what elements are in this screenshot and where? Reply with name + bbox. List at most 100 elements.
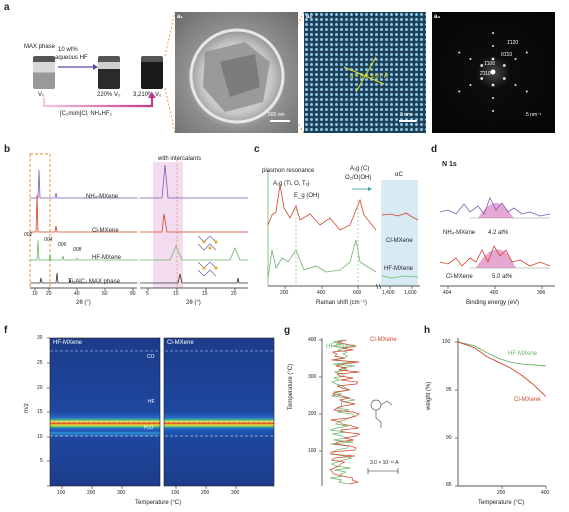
h-ytick-1: 100: [442, 339, 451, 345]
d-xtick-1: 404: [443, 290, 452, 296]
peak-002: 002: [24, 232, 33, 238]
diffraction-spot: [514, 58, 517, 60]
g-scale-label: 3.0 × 10⁻¹² A: [370, 460, 399, 466]
h-ytick-2: 95: [446, 387, 452, 393]
a1-scale: 500 nm: [268, 112, 285, 118]
with-intercalants-label: with intercalants: [158, 156, 202, 162]
b-xtick-6: 5: [146, 291, 149, 297]
f-ytick-6: 5: [40, 458, 43, 464]
panel-d-label: d: [431, 144, 438, 155]
c-label-oxygen: O₂/O(OH): [345, 175, 372, 181]
diffraction-spot: [491, 57, 495, 61]
d-trace-nh4: NH₄-MXene: [443, 230, 476, 236]
bottom-route-label: [C₂mim]Cl, NH₄HF₂: [60, 111, 112, 117]
trace-cl-label: Cl-MXene: [92, 228, 119, 234]
f-xtick-1: 100: [57, 490, 66, 496]
g-ytick-3: 200: [308, 411, 317, 417]
diffraction-spot: [469, 58, 472, 60]
diffraction-spot: [491, 83, 495, 87]
d-trace-cl: Cl-MXene: [446, 274, 473, 280]
g-ytick-1: 400: [308, 337, 317, 343]
b-xtick-3: 40: [74, 291, 80, 297]
h-xlabel: Temperature (°C): [478, 500, 525, 506]
peak-008: 008: [73, 247, 82, 253]
v0-label: V₀: [38, 92, 45, 98]
v220-label: 220% V₀: [97, 92, 121, 98]
c-label-alpha-c: αC: [395, 172, 403, 178]
peak-004: 004: [44, 237, 53, 243]
diffraction-spot: [502, 64, 506, 67]
f-map-cl: Cl-MXene: [167, 340, 194, 346]
h-ytick-3: 90: [446, 435, 452, 441]
spot-label-2: 01̄10: [501, 52, 513, 58]
c-xtick-5: 1,600: [404, 290, 417, 296]
g-ytick-2: 300: [308, 374, 317, 380]
c-label-eg: E_g (OH): [294, 193, 320, 199]
a1-label: a₁: [177, 14, 183, 20]
panel-c-label: c: [254, 144, 260, 155]
heatmap-cl: [164, 338, 274, 486]
diffraction-spot: [480, 77, 484, 80]
c-xtick-3: 600: [353, 290, 362, 296]
a2-label: a₂: [306, 14, 313, 20]
b-xtick-1: 10: [32, 291, 38, 297]
trace-hf-label: HF-MXene: [92, 255, 122, 261]
trace-max-label: Ti₃AlC₂ MAX phase: [68, 279, 120, 285]
f-line-co: CO: [147, 354, 155, 360]
c-xtick-4: 1,400: [382, 290, 395, 296]
c-trace-cl: Cl-MXene: [386, 238, 413, 244]
vial-hf: [98, 56, 120, 89]
c-xlabel: Raman shift (cm⁻¹): [316, 300, 367, 306]
panel-a-label: a: [4, 2, 10, 13]
trace-nh4-label: NH₄-MXene: [86, 194, 119, 200]
diffraction-spot: [458, 90, 461, 93]
c-xtick-1: 200: [280, 290, 289, 296]
diffraction-spot: [458, 51, 461, 54]
panel-b-label: b: [4, 144, 11, 155]
d-xlabel: Binding energy (eV): [466, 300, 520, 306]
f-line-hf: HF: [148, 399, 155, 405]
f-ytick-4: 15: [37, 409, 43, 415]
f-xlabel: Temperature (°C): [135, 500, 182, 506]
diffraction-spot: [469, 84, 472, 86]
g-ytick-4: 100: [308, 448, 317, 454]
b-xtick-5: 80: [130, 291, 136, 297]
g-legend-cl: Cl-MXene: [370, 337, 397, 343]
vial-max-phase: [33, 56, 55, 89]
spot-label-1: 1̄120: [507, 40, 519, 46]
diffraction-spot: [525, 51, 528, 54]
c-xtick-2: 400: [317, 290, 326, 296]
arrow-hf-head: [93, 64, 98, 70]
b-xlabel-left: 2θ (°): [76, 300, 91, 306]
c-trace-hf: HF-MXene: [384, 266, 414, 272]
arrow-route: [42, 96, 154, 108]
h-ytick-4: 85: [446, 482, 452, 488]
panel-g-label: g: [284, 325, 291, 336]
spot-label-3: 1̄100: [484, 61, 496, 67]
d-value-cl: 5.0 at%: [492, 274, 513, 280]
saed-image-a3: a₃ 1̄120 01̄10 1̄100 2̄110 5 nm⁻¹: [432, 12, 555, 133]
lattice-label: a = b = 3.07 Å: [350, 74, 388, 80]
f-ytick-1: 30: [37, 335, 43, 341]
f-ytick-3: 20: [37, 385, 43, 391]
diffraction-spot: [492, 110, 494, 112]
central-beam: [490, 69, 496, 75]
h-xtick-1: 200: [497, 490, 506, 496]
f-ytick-5: 10: [37, 434, 43, 440]
hrtem-image-a2: a₂ a = b = 3.07 Å 2 nm: [304, 12, 426, 133]
f-map-hf: HF-MXene: [53, 340, 83, 346]
f-ytick-2: 25: [37, 360, 43, 366]
c-label-plasmon: plasmon resonance: [262, 168, 315, 174]
d-value-nh4: 4.2 at%: [488, 230, 509, 236]
b-xtick-8: 15: [202, 291, 208, 297]
panel-f-label: f: [4, 325, 8, 336]
diffraction-spot: [480, 64, 484, 67]
diffraction-spot: [514, 84, 517, 86]
arrow-label-1: 10 wt%: [58, 47, 78, 53]
f-xtick-2: 200: [87, 490, 96, 496]
spot-label-4: 2̄110: [480, 71, 491, 77]
